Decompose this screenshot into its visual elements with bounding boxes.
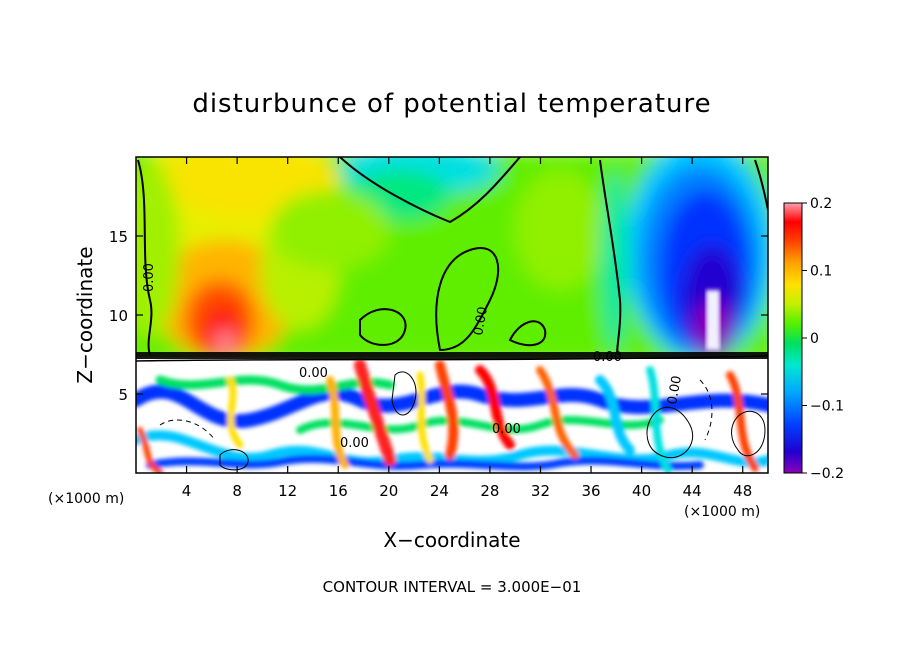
x-axis-label: X−coordinate [383, 528, 520, 552]
heatmap-field: 0.00 0.00 0.00 0.00 0.00 0.00 0.00 [136, 157, 768, 473]
x-tick-label: 4 [182, 482, 192, 500]
colorbar: 0.2 0.1 0 −0.1 −0.2 [783, 196, 844, 482]
x-tick-label: 48 [733, 482, 752, 500]
colorbar-tick-label: 0 [810, 331, 819, 347]
y-tick-label: 15 [109, 228, 128, 246]
lower-field [136, 357, 768, 473]
colorbar-tick-label: 0.2 [810, 196, 832, 212]
x-unit-right: (×1000 m) [684, 504, 760, 520]
y-tick-label: 10 [109, 307, 128, 325]
y-axis: 5 10 15 [109, 228, 768, 404]
x-axis: 4 8 12 16 20 24 28 32 36 40 44 48 [182, 157, 752, 500]
x-tick-label: 32 [531, 482, 550, 500]
colorbar-tick-label: −0.2 [810, 466, 844, 482]
x-tick-label: 28 [480, 482, 499, 500]
x-tick-label: 12 [278, 482, 297, 500]
x-tick-label: 36 [581, 482, 600, 500]
colorbar-gradient [783, 202, 803, 474]
y-axis-label: Z−coordinate [73, 246, 97, 383]
contour-label: 0.00 [593, 350, 622, 365]
contour-label: 0.00 [340, 436, 369, 451]
contour-lines [137, 157, 768, 356]
x-tick-label: 20 [379, 482, 398, 500]
x-unit-left: (×1000 m) [48, 491, 124, 507]
contour-label: 0.00 [492, 422, 521, 437]
contour-label: 0.00 [299, 366, 328, 381]
colorbar-tick-label: 0.1 [810, 264, 832, 280]
x-tick-label: 16 [329, 482, 348, 500]
x-tick-label: 40 [632, 482, 651, 500]
x-tick-label: 8 [232, 482, 242, 500]
contour-interval-text: CONTOUR INTERVAL = 3.000E−01 [323, 578, 582, 596]
contour-label: 0.00 [142, 263, 157, 292]
contour-labels: 0.00 0.00 0.00 0.00 0.00 0.00 0.00 [142, 263, 685, 451]
y-tick-label: 5 [118, 386, 128, 404]
chart-title: disturbunce of potential temperature [192, 89, 711, 119]
x-tick-label: 44 [683, 482, 702, 500]
colorbar-tick-label: −0.1 [810, 399, 844, 415]
x-tick-label: 24 [430, 482, 449, 500]
contour-label: 0.00 [471, 306, 491, 337]
contour-label: 0.00 [665, 375, 685, 406]
upper-field [136, 157, 768, 365]
